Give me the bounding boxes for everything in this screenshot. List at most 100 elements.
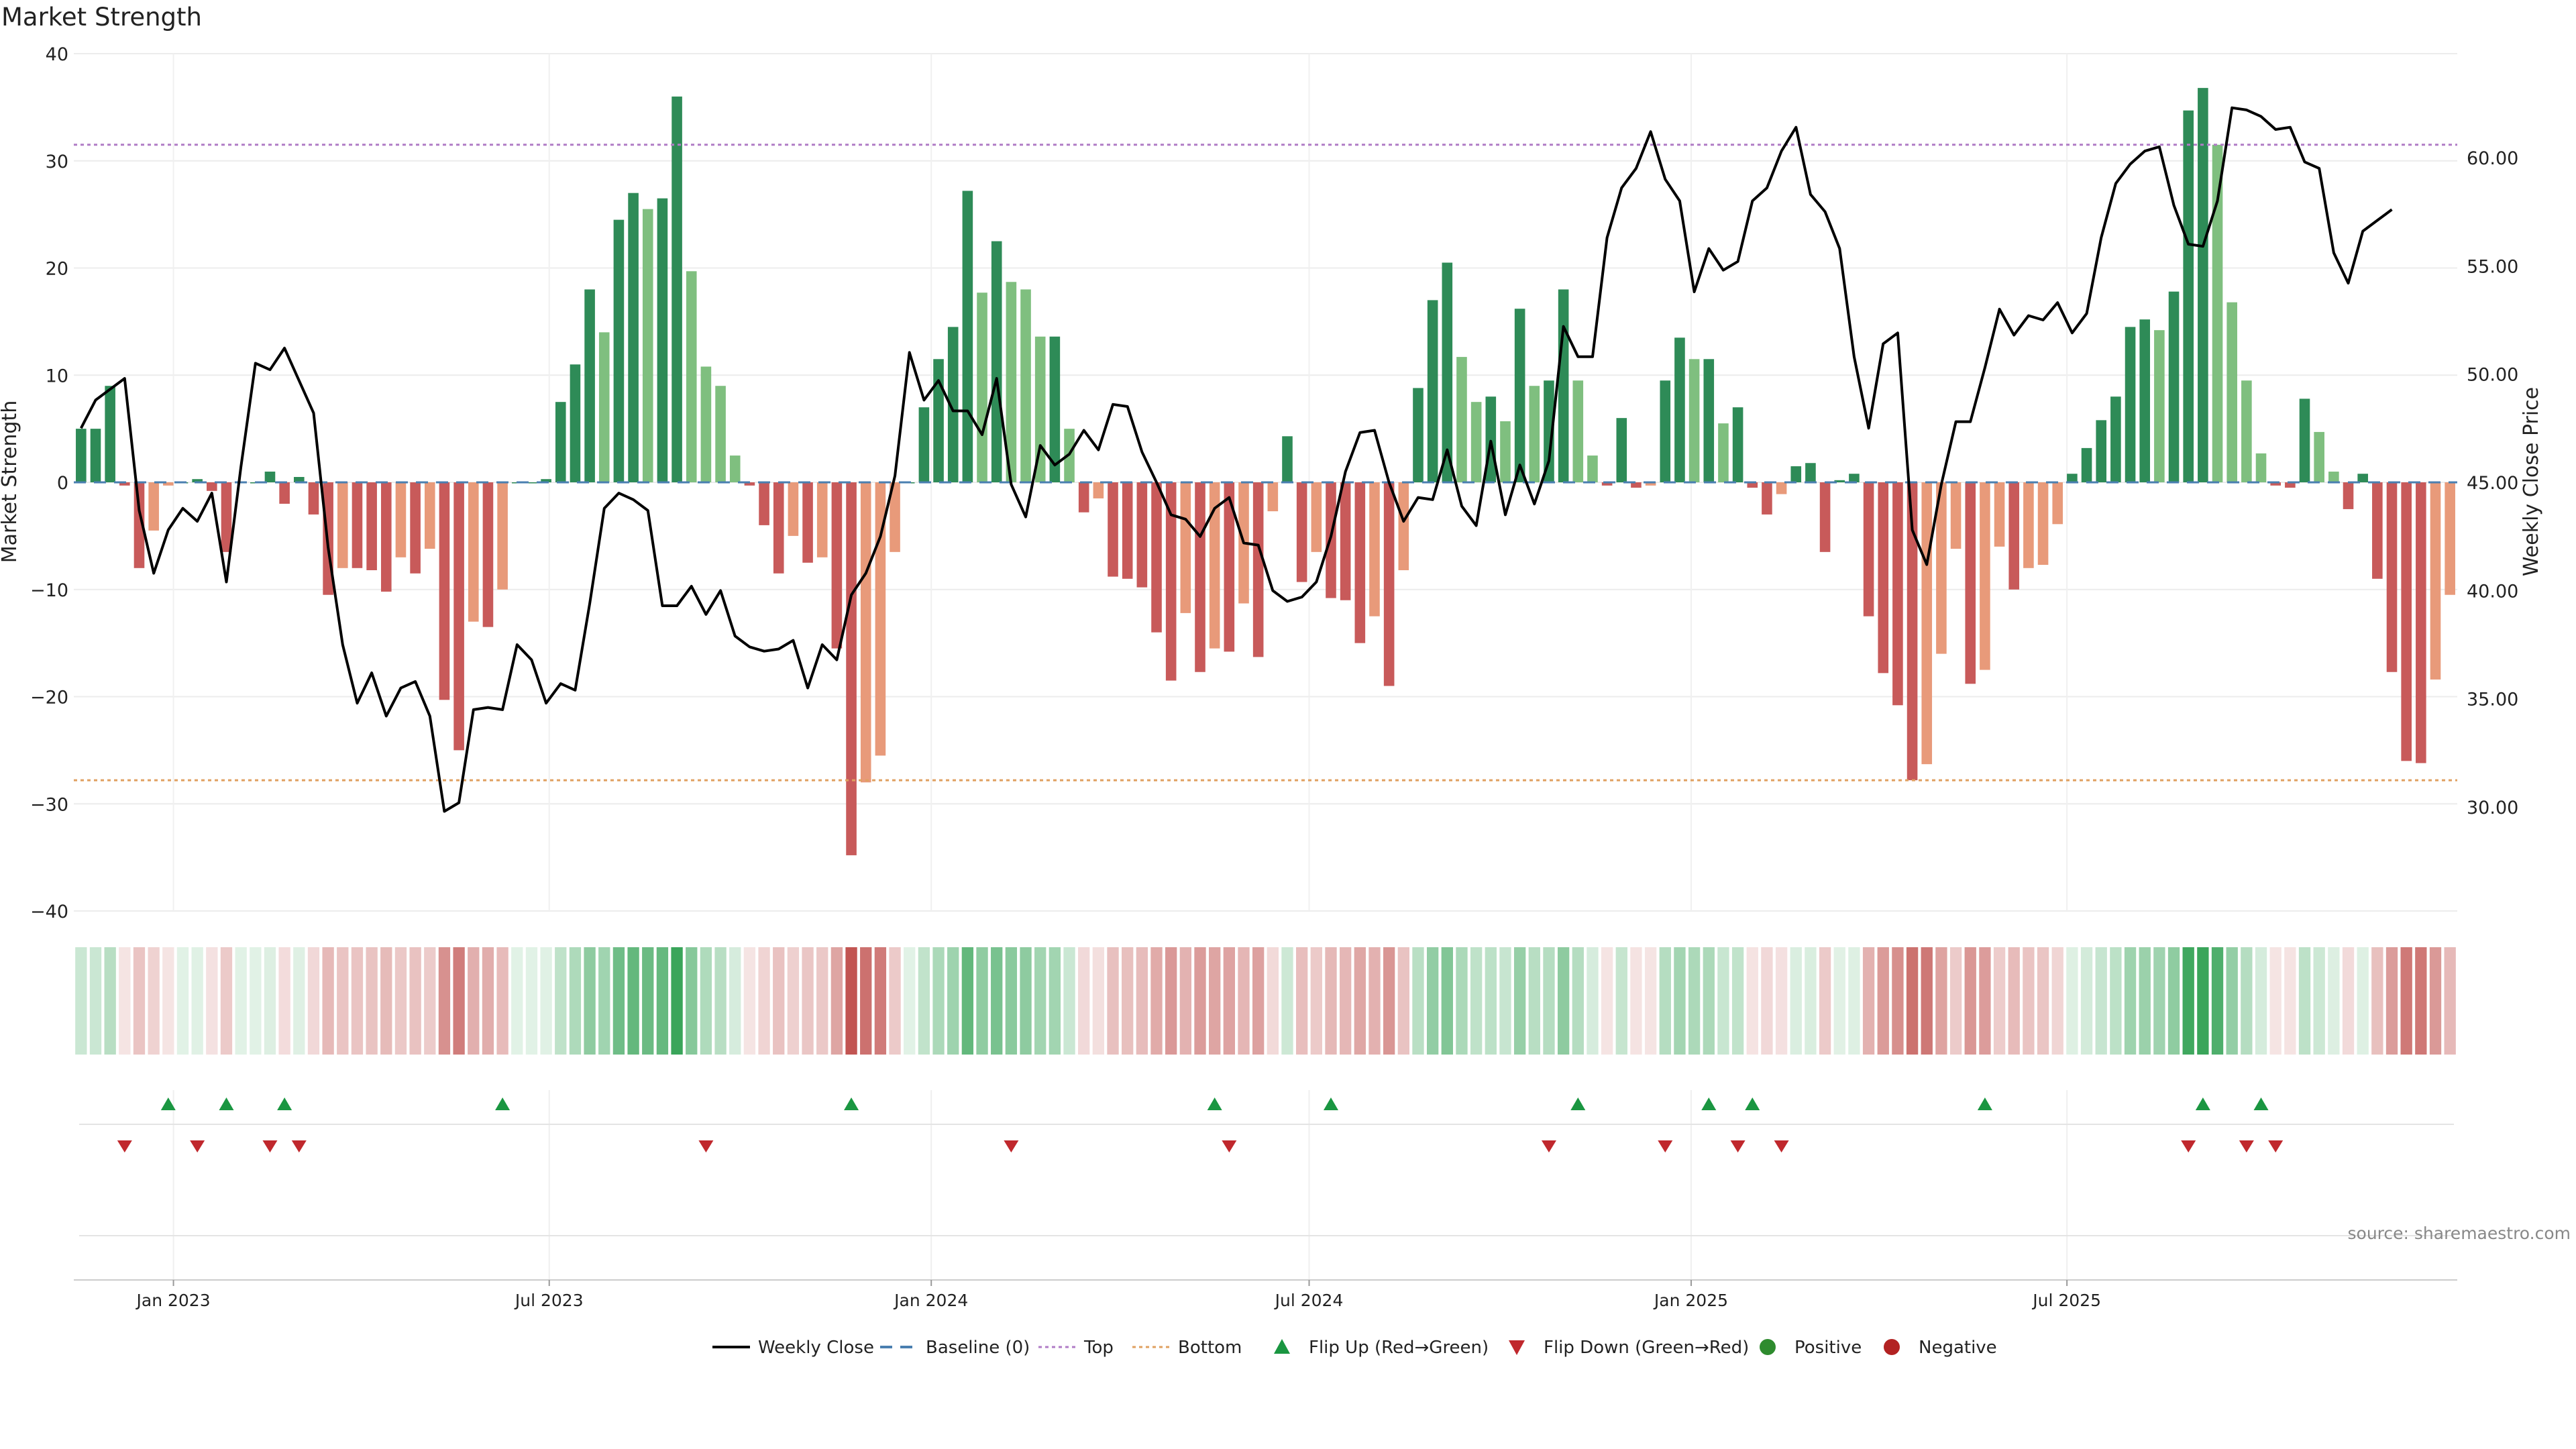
strip-cell (1717, 947, 1729, 1055)
x-tick-label: Jul 2024 (1274, 1291, 1344, 1310)
strength-bar (1718, 423, 1729, 482)
strip-cell (162, 947, 174, 1055)
strip-cell (1993, 947, 2006, 1055)
legend: Weekly Close Baseline (0) Top Bottom Flip Up… (712, 1338, 1997, 1358)
strip-cell (2226, 947, 2238, 1055)
strip-cell (598, 947, 610, 1055)
strip-cell (191, 947, 203, 1055)
strength-bar (2037, 482, 2049, 566)
strip-cell (569, 947, 582, 1055)
strip-cell (2110, 947, 2122, 1055)
strength-bar (1994, 482, 2005, 547)
strength-bar (105, 386, 115, 482)
strip-cell (2313, 947, 2325, 1055)
strip-cell (1441, 947, 1453, 1055)
strip-cell (278, 947, 290, 1055)
strength-bar (1558, 289, 1569, 482)
strip-cell (1615, 947, 1627, 1055)
flip-up-marker (1745, 1097, 1760, 1110)
strip-cell (104, 947, 116, 1055)
strip-cell (1775, 947, 1788, 1055)
legend-label: Flip Up (Red→Green) (1309, 1338, 1489, 1358)
strip-cell (1020, 947, 1032, 1055)
strength-bar (2285, 482, 2296, 488)
legend-item: Baseline (0) (880, 1338, 1030, 1358)
strip-cell (482, 947, 494, 1055)
strength-bar (1688, 359, 1700, 482)
strength-bar (148, 482, 159, 531)
strength-bar (1296, 482, 1307, 582)
strength-bar (1427, 300, 1438, 482)
strength-bar (598, 332, 610, 482)
strip-cell (540, 947, 552, 1055)
flip-down-marker (190, 1140, 205, 1152)
strip-cell (394, 947, 407, 1055)
strip-cell (976, 947, 988, 1055)
strength-bar (1398, 482, 1409, 570)
strip-cell (1862, 947, 1875, 1055)
flip-up-marker (2195, 1097, 2210, 1110)
y-tick-label: −20 (30, 688, 68, 708)
strip-cell (686, 947, 698, 1055)
strip-cell (148, 947, 160, 1055)
strength-bar (482, 482, 494, 627)
flip-down-marker (1774, 1140, 1789, 1152)
strip-cell (337, 947, 349, 1055)
strength-bar (1413, 388, 1424, 482)
strip-cell (468, 947, 480, 1055)
y2-tick-label: 50.00 (2467, 365, 2518, 386)
strength-bar (947, 327, 959, 482)
legend-item: Positive (1760, 1338, 1862, 1358)
legend-label: Negative (1919, 1338, 1997, 1358)
legend-swatch (1884, 1339, 1900, 1355)
strength-bar (977, 292, 987, 482)
legend-swatch (1760, 1339, 1776, 1355)
strength-bar (133, 482, 145, 568)
flip-down-marker (262, 1140, 278, 1152)
strength-bar (192, 479, 203, 482)
strength-bar (860, 482, 871, 783)
strength-bar (1078, 482, 1089, 513)
strength-bar (1195, 482, 1205, 672)
strip-cell (1310, 947, 1322, 1055)
strength-bar (555, 402, 566, 482)
strength-bar (497, 482, 508, 590)
strip-cell (366, 947, 378, 1055)
strength-bar (1805, 463, 1816, 482)
strip-cell (2328, 947, 2340, 1055)
strip-cell (961, 947, 974, 1055)
strip-cell (555, 947, 567, 1055)
strength-bar (1354, 482, 1366, 643)
strip-cell (1049, 947, 1061, 1055)
strip-cell (874, 947, 887, 1055)
strength-bar (570, 364, 581, 482)
strip-cell (1412, 947, 1424, 1055)
strip-cell (1122, 947, 1134, 1055)
strength-bar (1151, 482, 1162, 633)
strength-bar (380, 482, 392, 592)
strength-bar (1776, 482, 1787, 494)
strip-cell (2342, 947, 2355, 1055)
strength-bar (846, 482, 857, 855)
strip-cell (845, 947, 857, 1055)
strip-cell (1746, 947, 1758, 1055)
strength-bar (2052, 482, 2063, 525)
strength-bar (1660, 380, 1671, 482)
strip-cell (1949, 947, 1962, 1055)
strip-cell (2429, 947, 2442, 1055)
y-tick-label: −10 (30, 580, 68, 601)
strip-cell (932, 947, 945, 1055)
strength-bar (2328, 472, 2339, 482)
strength-bar (2372, 482, 2383, 579)
strip-cell (2211, 947, 2224, 1055)
strength-bar (2241, 380, 2252, 482)
strip-cell (119, 947, 131, 1055)
legend-label: Bottom (1178, 1338, 1242, 1358)
flip-up-marker (160, 1097, 176, 1110)
strength-bar (2226, 302, 2237, 482)
strength-bar (1878, 482, 1889, 674)
y-tick-label: −30 (30, 794, 68, 815)
y2-tick-label: 60.00 (2467, 148, 2518, 169)
strip-cell (1790, 947, 1802, 1055)
strength-bar (1819, 482, 1831, 552)
